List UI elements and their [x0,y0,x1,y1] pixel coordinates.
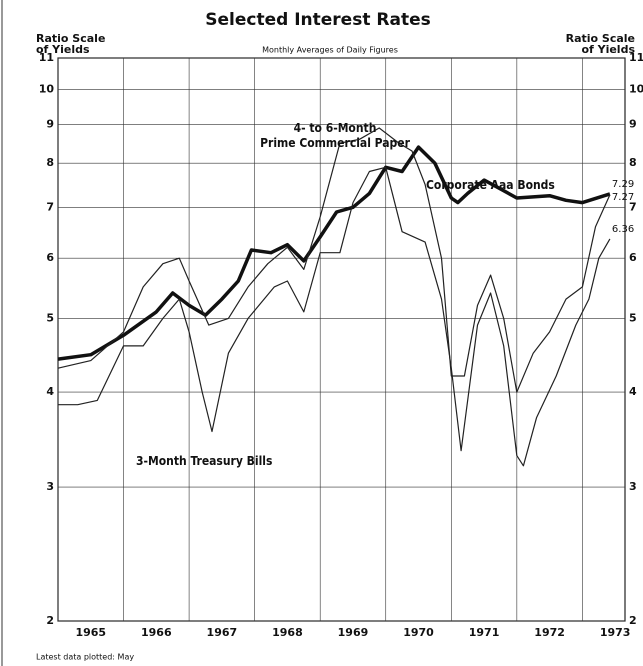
y-tick-label: 7 [46,200,54,213]
x-tick-label: 1966 [141,626,172,639]
y2-tick-label: 4 [629,385,637,398]
series-line [57,127,611,393]
series-line [57,145,611,361]
x-tick-label: 1969 [338,626,369,639]
x-tick-label: 1972 [534,626,565,639]
y2-tick-label: 8 [629,156,637,169]
y-tick-label: 3 [46,480,54,493]
y-tick-label: 11 [39,51,54,64]
chart-title: Selected Interest Rates [205,10,430,30]
y2-tick-label: 10 [629,82,643,95]
y2-tick-label: 7 [629,200,637,213]
chart-subtitle: Monthly Averages of Daily Figures [262,46,398,55]
end-label: 6.36 [612,224,634,235]
y-tick-label: 8 [46,156,54,169]
y-tick-label: 4 [46,385,54,398]
x-tick-label: 1970 [403,626,434,639]
series-label: Corporate Aaa Bonds [426,178,555,192]
x-tick-label: 1968 [272,626,303,639]
x-tick-label: 1967 [207,626,238,639]
footnote: Latest data plotted: May [36,653,134,662]
y2-tick-label: 11 [629,51,643,64]
y-tick-label: 5 [46,311,54,324]
y2-tick-label: 6 [629,251,637,264]
y2-tick-label: 5 [629,311,637,324]
y2-axis-label: Ratio Scale of Yields [565,32,635,56]
y-tick-label: 6 [46,251,54,264]
y2-tick-label: 3 [629,480,637,493]
y-axis-label: Ratio Scale of Yields [36,32,106,56]
y-tick-label: 2 [46,614,54,627]
series-label: 4- to 6-Month Prime Commercial Paper [260,121,410,150]
y-tick-label: 9 [46,117,54,130]
x-tick-label: 1973 [600,626,631,639]
y2-tick-label: 2 [629,614,637,627]
series-line [58,166,611,467]
end-label: 7.27 [612,192,634,203]
end-label: 7.29 [612,179,634,190]
y-tick-label: 10 [39,82,55,95]
y2-tick-label: 9 [629,117,637,130]
series-label: 3-Month Treasury Bills [136,454,273,468]
x-tick-label: 1971 [469,626,500,639]
x-tick-label: 1965 [75,626,106,639]
